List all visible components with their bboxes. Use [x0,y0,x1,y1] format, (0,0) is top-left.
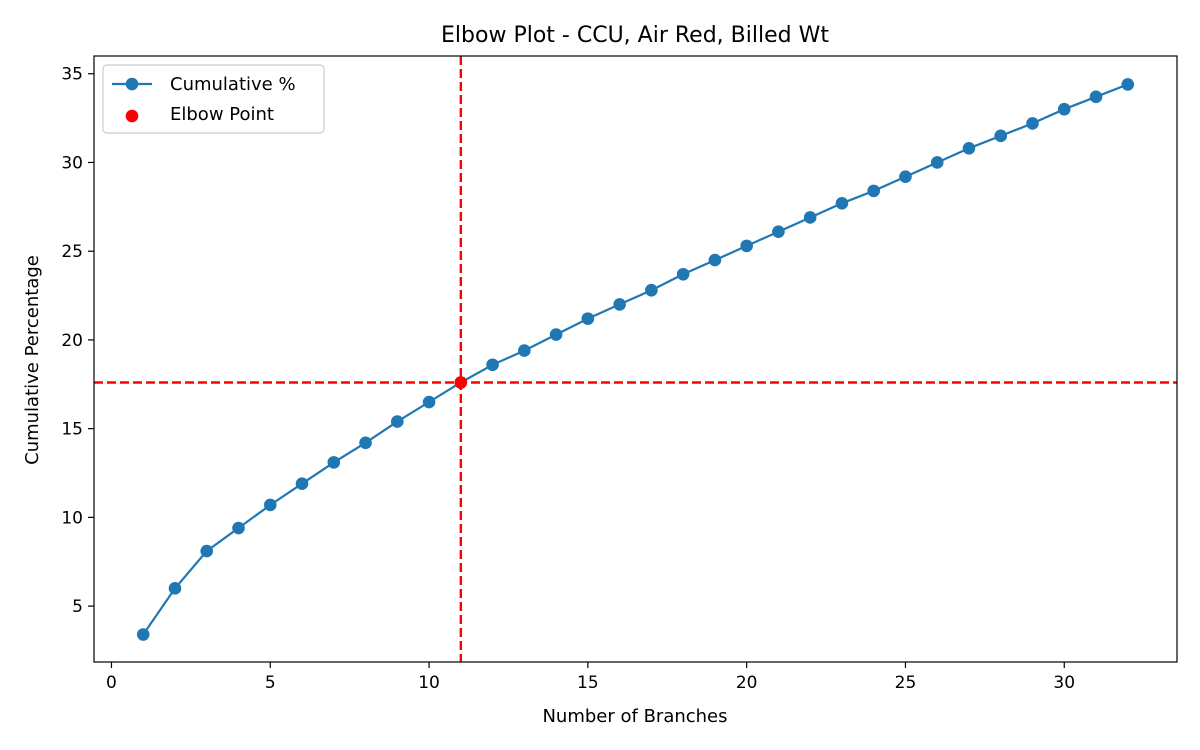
legend: Cumulative % Elbow Point [102,64,325,134]
legend-elbow-label: Elbow Point [170,104,274,125]
series-line [142,83,1129,636]
data-point [1026,117,1039,130]
x-tick-label: 15 [577,673,599,693]
x-tick-label: 30 [1053,673,1075,693]
data-point [581,312,595,325]
y-tick-label: 20 [61,331,83,351]
data-point [200,544,214,558]
data-point [740,239,753,253]
legend-series-marker [125,77,139,91]
data-point [168,582,182,595]
y-tick-label: 5 [72,597,83,617]
data-point [359,436,372,450]
chart-title: Elbow Plot - CCU, Air Red, Billed Wt [441,23,829,48]
x-tick-label: 5 [265,673,276,693]
data-point [962,141,976,155]
data-point [1089,90,1103,104]
x-tick-label: 0 [106,673,117,693]
data-point [994,129,1008,143]
y-tick-label: 25 [61,242,83,262]
data-point [676,267,690,281]
data-point [645,283,658,297]
data-point [708,253,722,267]
data-point [1121,78,1135,91]
data-point [772,225,785,238]
plot-area [94,56,1177,662]
data-point [518,344,531,357]
legend-box [102,64,325,134]
y-tick-label: 30 [61,153,83,173]
y-tick-label: 15 [61,420,83,440]
data-point [263,498,277,512]
data-point [549,328,563,341]
data-point [327,456,341,469]
data-point [899,170,912,183]
y-tick-label: 35 [61,65,83,85]
x-tick-label: 10 [418,673,440,693]
axes: 0 5 10 15 20 25 30 5 10 15 20 25 30 35 [61,55,1178,693]
y-tick-label: 10 [61,508,83,528]
data-point [803,211,817,224]
data-point [295,477,309,490]
data-point [391,415,404,428]
legend-elbow-marker [125,109,139,123]
data-point [136,628,150,641]
x-tick-label: 25 [895,673,917,693]
plot-frame [93,55,1178,663]
data-point [613,298,626,311]
data-point [1057,102,1071,116]
x-axis-label: Number of Branches [542,706,727,727]
data-point [486,358,499,372]
data-point [930,156,944,169]
legend-series-label: Cumulative % [170,74,296,95]
y-axis-label: Cumulative Percentage [22,255,43,465]
data-point [835,196,849,210]
elbow-point [454,376,468,389]
data-point [422,395,436,409]
x-tick-label: 20 [736,673,758,693]
data-point [232,521,245,535]
data-point [867,184,880,198]
